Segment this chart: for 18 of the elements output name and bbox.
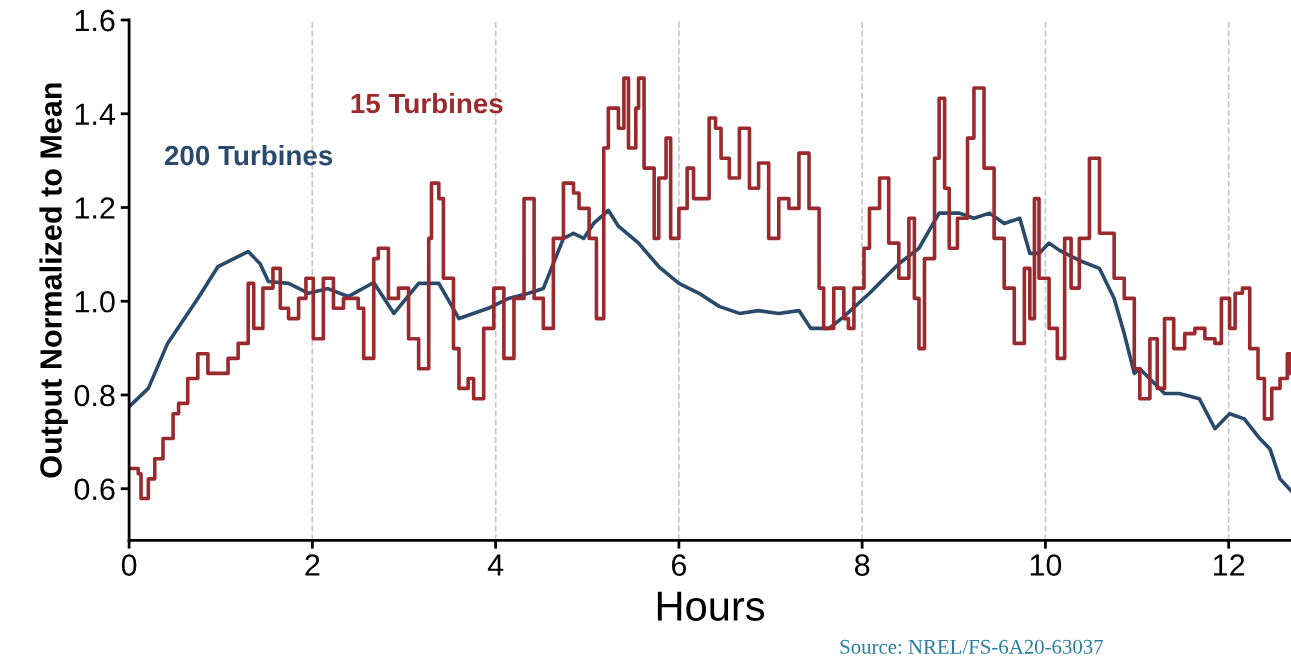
y-tick-label: 1.2 — [75, 197, 115, 219]
x-tick-label: 12 — [1214, 554, 1245, 576]
x-tick-label: 6 — [671, 554, 687, 576]
x-tick-label: 0 — [121, 554, 137, 576]
x-tick-label: 4 — [487, 554, 504, 576]
x-tick-label: 10 — [1030, 554, 1062, 576]
text: 200 Turbines — [164, 144, 333, 166]
text: 15 Turbines — [351, 92, 503, 114]
y-tick-label: 1.4 — [75, 103, 116, 125]
x-tick-label: 8 — [854, 554, 870, 576]
y-axis-title: Output Normalized to Mean — [39, 83, 68, 478]
x-axis-title: Hours — [657, 591, 765, 621]
source-note: Source: NREL/FS-6A20-63037 — [840, 639, 1104, 654]
y-tick-label: 1.6 — [75, 9, 115, 32]
y-tick-label: 1.0 — [75, 290, 115, 313]
y-tick-label: 0.6 — [74, 478, 115, 501]
y-tick-label: 0.8 — [74, 384, 115, 407]
x-tick-label: 2 — [305, 554, 320, 576]
